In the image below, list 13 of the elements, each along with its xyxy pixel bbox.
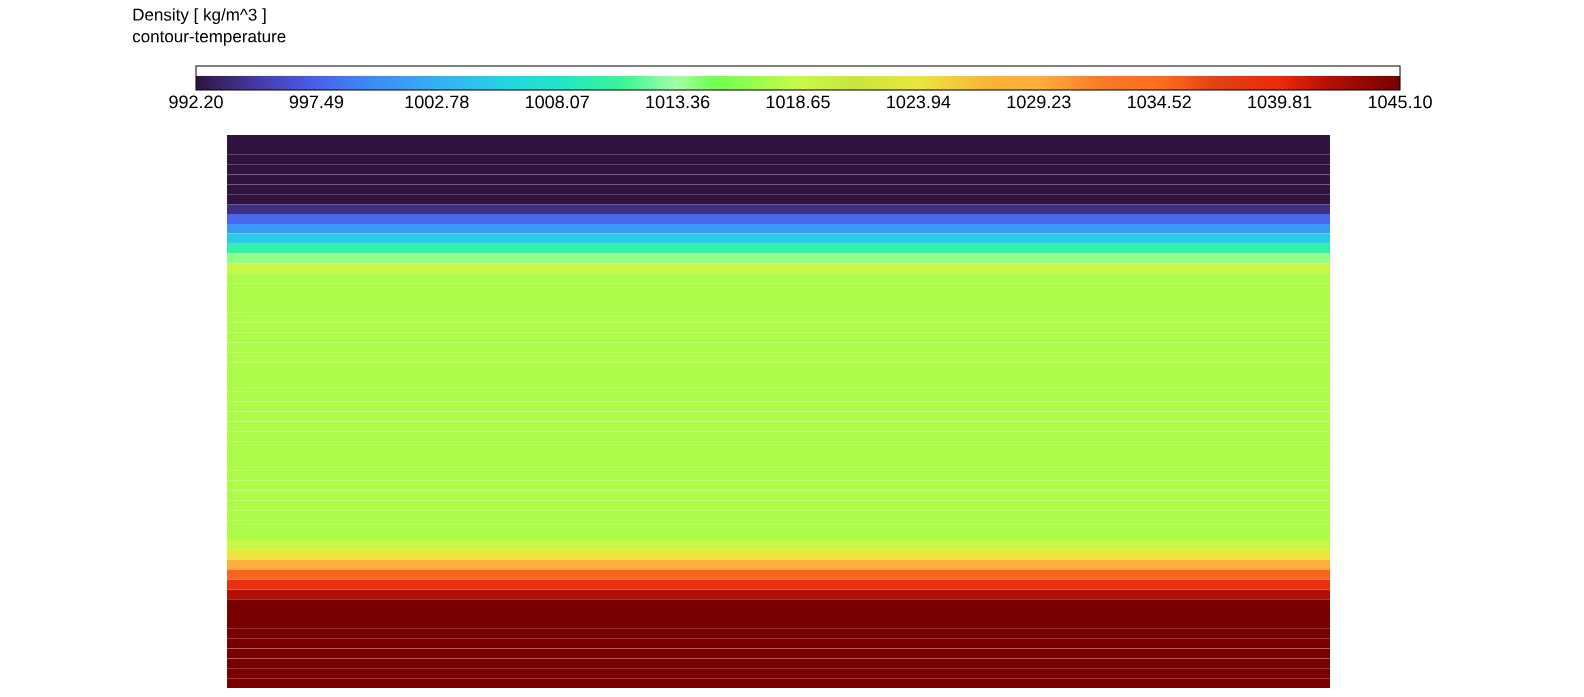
color-bar-label: 1018.65 xyxy=(766,95,830,109)
color-bar-label: 1039.81 xyxy=(1248,95,1312,109)
color-bar-label: 997.49 xyxy=(289,95,344,109)
color-bar-label: 1045.10 xyxy=(1368,95,1432,109)
color-bar-label: 1029.23 xyxy=(1007,95,1071,109)
color-bar-label: 1008.07 xyxy=(526,95,589,109)
chart-subtitle: contour-temperature xyxy=(132,31,286,46)
color-bar-label: 1034.52 xyxy=(1128,95,1191,109)
color-bar-label: 992.20 xyxy=(169,95,223,109)
chart-title: Density [ kg/m^3 ] xyxy=(133,8,266,25)
color-bar-label: 1023.94 xyxy=(887,95,951,109)
color-bar-label: 1002.78 xyxy=(405,95,469,109)
color-bar-label: 1013.36 xyxy=(646,95,710,109)
